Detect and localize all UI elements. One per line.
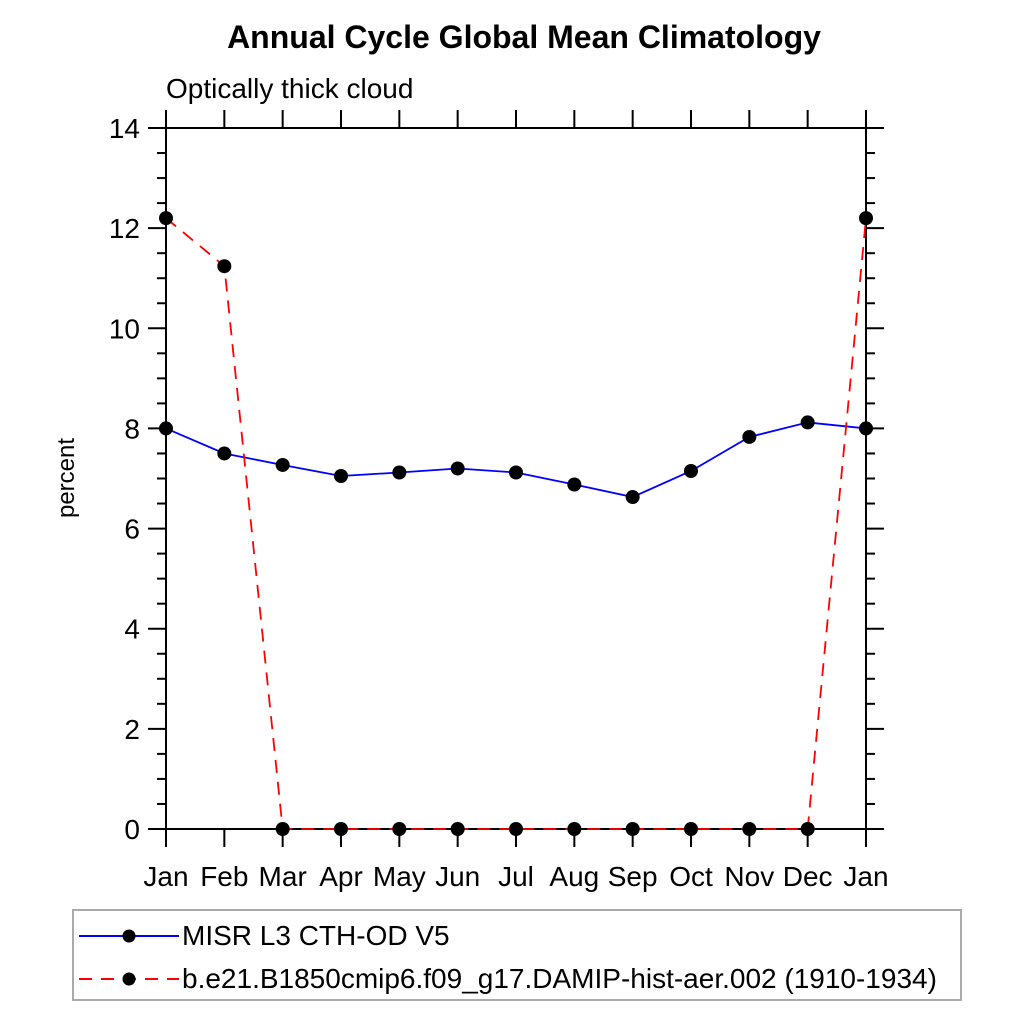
data-point-marker: [625, 822, 640, 836]
legend-label-misr: MISR L3 CTH-OD V5: [182, 920, 450, 951]
data-point-marker: [684, 463, 698, 478]
data-point-marker: [625, 490, 640, 505]
data-point-marker: [392, 822, 407, 836]
x-tick-label: Aug: [549, 861, 599, 892]
data-point-marker: [859, 421, 873, 436]
y-tick-label: 4: [124, 614, 140, 645]
data-point-marker: [509, 465, 523, 480]
chart-title: Annual Cycle Global Mean Climatology: [227, 19, 821, 55]
series-line-1: [165, 217, 867, 830]
legend-label-model: b.e21.B1850cmip6.f09_g17.DAMIP-hist-aer.…: [182, 963, 937, 994]
series-layer: [159, 211, 873, 836]
y-tick-label: 6: [124, 514, 140, 545]
series-line-0: [165, 421, 867, 498]
x-tick-label: May: [373, 861, 426, 892]
legend-marker-solid-line-icon: [79, 929, 179, 943]
data-point-marker: [567, 822, 582, 836]
x-tick-label: Feb: [200, 861, 248, 892]
data-point-marker: [684, 822, 698, 836]
legend-dot-icon: [122, 972, 136, 986]
data-point-marker: [392, 465, 407, 480]
legend-entry-misr: MISR L3 CTH-OD V5: [79, 921, 450, 951]
data-point-marker: [450, 822, 465, 836]
data-point-marker: [800, 415, 815, 430]
y-axis-label: percent: [53, 438, 80, 518]
data-point-marker: [275, 457, 290, 472]
x-tick-label: Sep: [608, 861, 658, 892]
y-tick-label: 0: [124, 814, 140, 845]
data-point-marker: [217, 446, 232, 461]
y-tick-label: 10: [109, 313, 140, 344]
y-tick-label: 12: [109, 213, 140, 244]
data-point-marker: [450, 461, 465, 476]
data-point-marker: [859, 211, 873, 226]
legend-marker-dashed-line-icon: [79, 972, 179, 986]
data-point-marker: [742, 822, 757, 836]
data-point-marker: [742, 429, 757, 444]
x-tick-label: Jun: [435, 861, 480, 892]
axes-layer: Jan Feb Mar Apr May Jun Jul Aug Sep Oct Nov Dec Jan0…: [109, 110, 889, 892]
x-tick-label: Mar: [259, 861, 307, 892]
x-tick-label: Oct: [669, 861, 713, 892]
x-tick-label: Jan: [843, 861, 888, 892]
y-tick-label: 14: [109, 113, 140, 144]
legend-entry-model: b.e21.B1850cmip6.f09_g17.DAMIP-hist-aer.…: [79, 964, 937, 994]
data-point-marker: [800, 822, 815, 836]
x-tick-label: Jan: [143, 861, 188, 892]
data-point-marker: [334, 822, 348, 836]
x-tick-label: Apr: [319, 861, 363, 892]
x-tick-label: Nov: [724, 861, 774, 892]
legend-dot-icon: [122, 929, 136, 943]
data-point-marker: [217, 259, 232, 274]
chart-subtitle: Optically thick cloud: [166, 73, 413, 104]
data-point-marker: [334, 468, 348, 483]
legend: MISR L3 CTH-OD V5 b.e21.B1850cmip6.f09_g…: [72, 909, 962, 1001]
data-point-marker: [159, 211, 173, 226]
data-point-marker: [159, 421, 173, 436]
data-point-marker: [567, 477, 582, 492]
x-tick-label: Jul: [498, 861, 534, 892]
data-point-marker: [509, 822, 523, 836]
data-point-marker: [275, 822, 290, 836]
y-tick-label: 2: [124, 714, 140, 745]
x-tick-label: Dec: [783, 861, 833, 892]
y-tick-label: 8: [124, 413, 140, 444]
